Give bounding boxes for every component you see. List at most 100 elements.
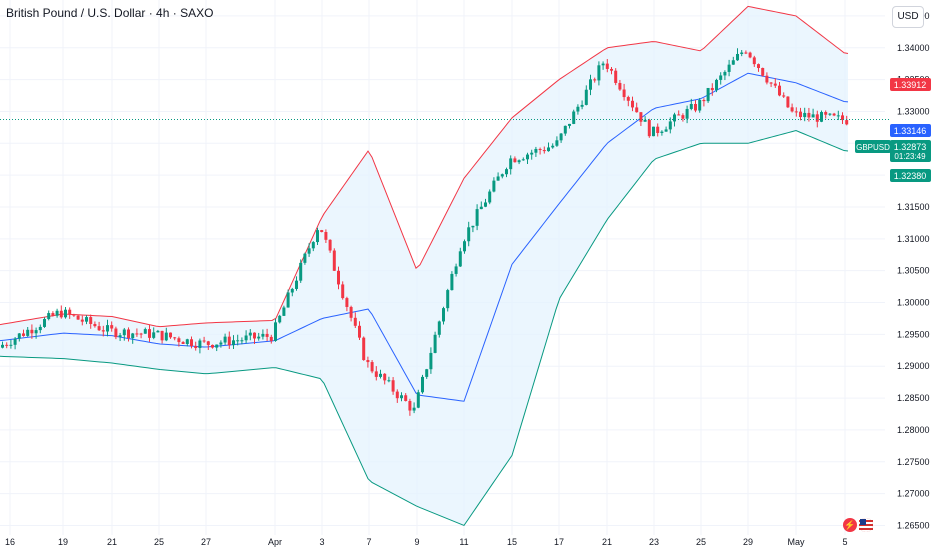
x-tick-label: Apr <box>268 537 282 547</box>
candle-body <box>160 330 164 341</box>
candle-body <box>68 309 72 315</box>
candle-body <box>584 89 588 105</box>
y-tick-label: 1.27000 <box>897 489 930 499</box>
candle-body <box>794 111 798 113</box>
us-flag-icon[interactable] <box>859 518 873 532</box>
x-tick-label: 25 <box>154 537 164 547</box>
candle-body <box>269 336 273 341</box>
y-tick-label: 1.27500 <box>897 457 930 467</box>
x-tick-label: 27 <box>201 537 211 547</box>
candle-body <box>131 333 135 339</box>
candle-body <box>106 325 109 332</box>
candle-body <box>799 111 802 118</box>
candle-body <box>761 67 765 76</box>
candle-body <box>740 52 744 54</box>
candle-body <box>55 310 59 316</box>
x-tick-label: 19 <box>58 537 68 547</box>
candle-body <box>589 79 592 90</box>
candle-body <box>769 82 773 84</box>
candle-body <box>51 313 55 316</box>
candle-body <box>362 337 366 361</box>
candle-body <box>274 322 277 341</box>
candle-body <box>505 169 508 175</box>
candle-body <box>538 148 542 151</box>
y-tick-label: 1.28500 <box>897 393 930 403</box>
candle-body <box>265 333 269 337</box>
candle-body <box>416 392 420 408</box>
candle-body <box>576 106 580 112</box>
candle-body <box>1 344 4 348</box>
candle-body <box>114 328 118 338</box>
candle-body <box>26 329 30 336</box>
candle-body <box>30 329 34 334</box>
candle-body <box>353 317 357 326</box>
upper-band-badge <box>890 78 931 91</box>
candle-body <box>156 330 160 333</box>
candle-body <box>727 64 731 72</box>
candle-body <box>5 344 9 346</box>
candle-body <box>215 344 219 348</box>
candle-body <box>13 338 17 345</box>
candle-body <box>316 230 319 243</box>
candle-body <box>803 112 807 118</box>
x-axis[interactable]: 16 19 21 25 27 Apr 3 7 9 11 15 17 21 23 25 29 May 5 <box>5 537 848 547</box>
candle-body <box>358 325 361 338</box>
candle-body <box>622 89 626 98</box>
candle-body <box>551 145 555 148</box>
candle-body <box>652 126 655 137</box>
candle-body <box>139 333 143 335</box>
candle-body <box>656 126 660 133</box>
candle-body <box>400 395 403 399</box>
candle-body <box>320 230 324 233</box>
x-tick-label: 23 <box>649 537 659 547</box>
candle-body <box>324 232 328 240</box>
candle-body <box>555 140 559 146</box>
candle-body <box>513 158 517 163</box>
candle-body <box>677 114 681 116</box>
candle-body <box>845 120 849 125</box>
candle-body <box>223 336 227 343</box>
candle-body <box>370 362 374 372</box>
y-tick-label: 1.31000 <box>897 234 930 244</box>
candle-body <box>299 262 303 281</box>
candle-body <box>664 129 668 132</box>
lightning-icon[interactable]: ⚡ <box>843 518 857 532</box>
candle-body <box>643 119 647 122</box>
countdown-text: 01:23:49 <box>894 152 926 161</box>
y-tick-label: 1.34000 <box>897 43 930 53</box>
candle-body <box>332 250 336 271</box>
candle-body <box>492 180 496 192</box>
candle-body <box>345 298 349 307</box>
candle-body <box>660 131 664 133</box>
candle-body <box>534 148 538 153</box>
candle-body <box>568 123 571 126</box>
candle-body <box>668 121 672 130</box>
candle-body <box>437 321 441 335</box>
candle-body <box>467 227 471 242</box>
price-badges: 1.33912 1.33146 GBPUSD 1.32873 01:23:49 … <box>855 78 931 182</box>
basis-badge <box>890 124 931 137</box>
lower-band-line <box>0 130 849 527</box>
candle-body <box>38 326 42 331</box>
candle-body <box>689 103 693 109</box>
candle-body <box>47 313 51 320</box>
candle-body <box>719 75 723 80</box>
candle-body <box>219 342 223 345</box>
lower-band-badge-text: 1.32380 <box>894 171 927 181</box>
candle-body <box>815 114 819 122</box>
candle-body <box>778 85 781 96</box>
candle-body <box>311 242 315 249</box>
candle-body <box>647 119 651 137</box>
candle-body <box>836 115 840 117</box>
candle-body <box>173 337 177 339</box>
currency-selector[interactable]: USD <box>892 6 924 28</box>
candle-body <box>127 329 130 339</box>
last-price-badge-text: 1.32873 <box>894 142 927 152</box>
candle-body <box>89 317 93 324</box>
candle-body <box>601 63 605 66</box>
candles <box>1 48 849 416</box>
y-tick-label: 1.28000 <box>897 425 930 435</box>
candle-body <box>421 376 424 393</box>
